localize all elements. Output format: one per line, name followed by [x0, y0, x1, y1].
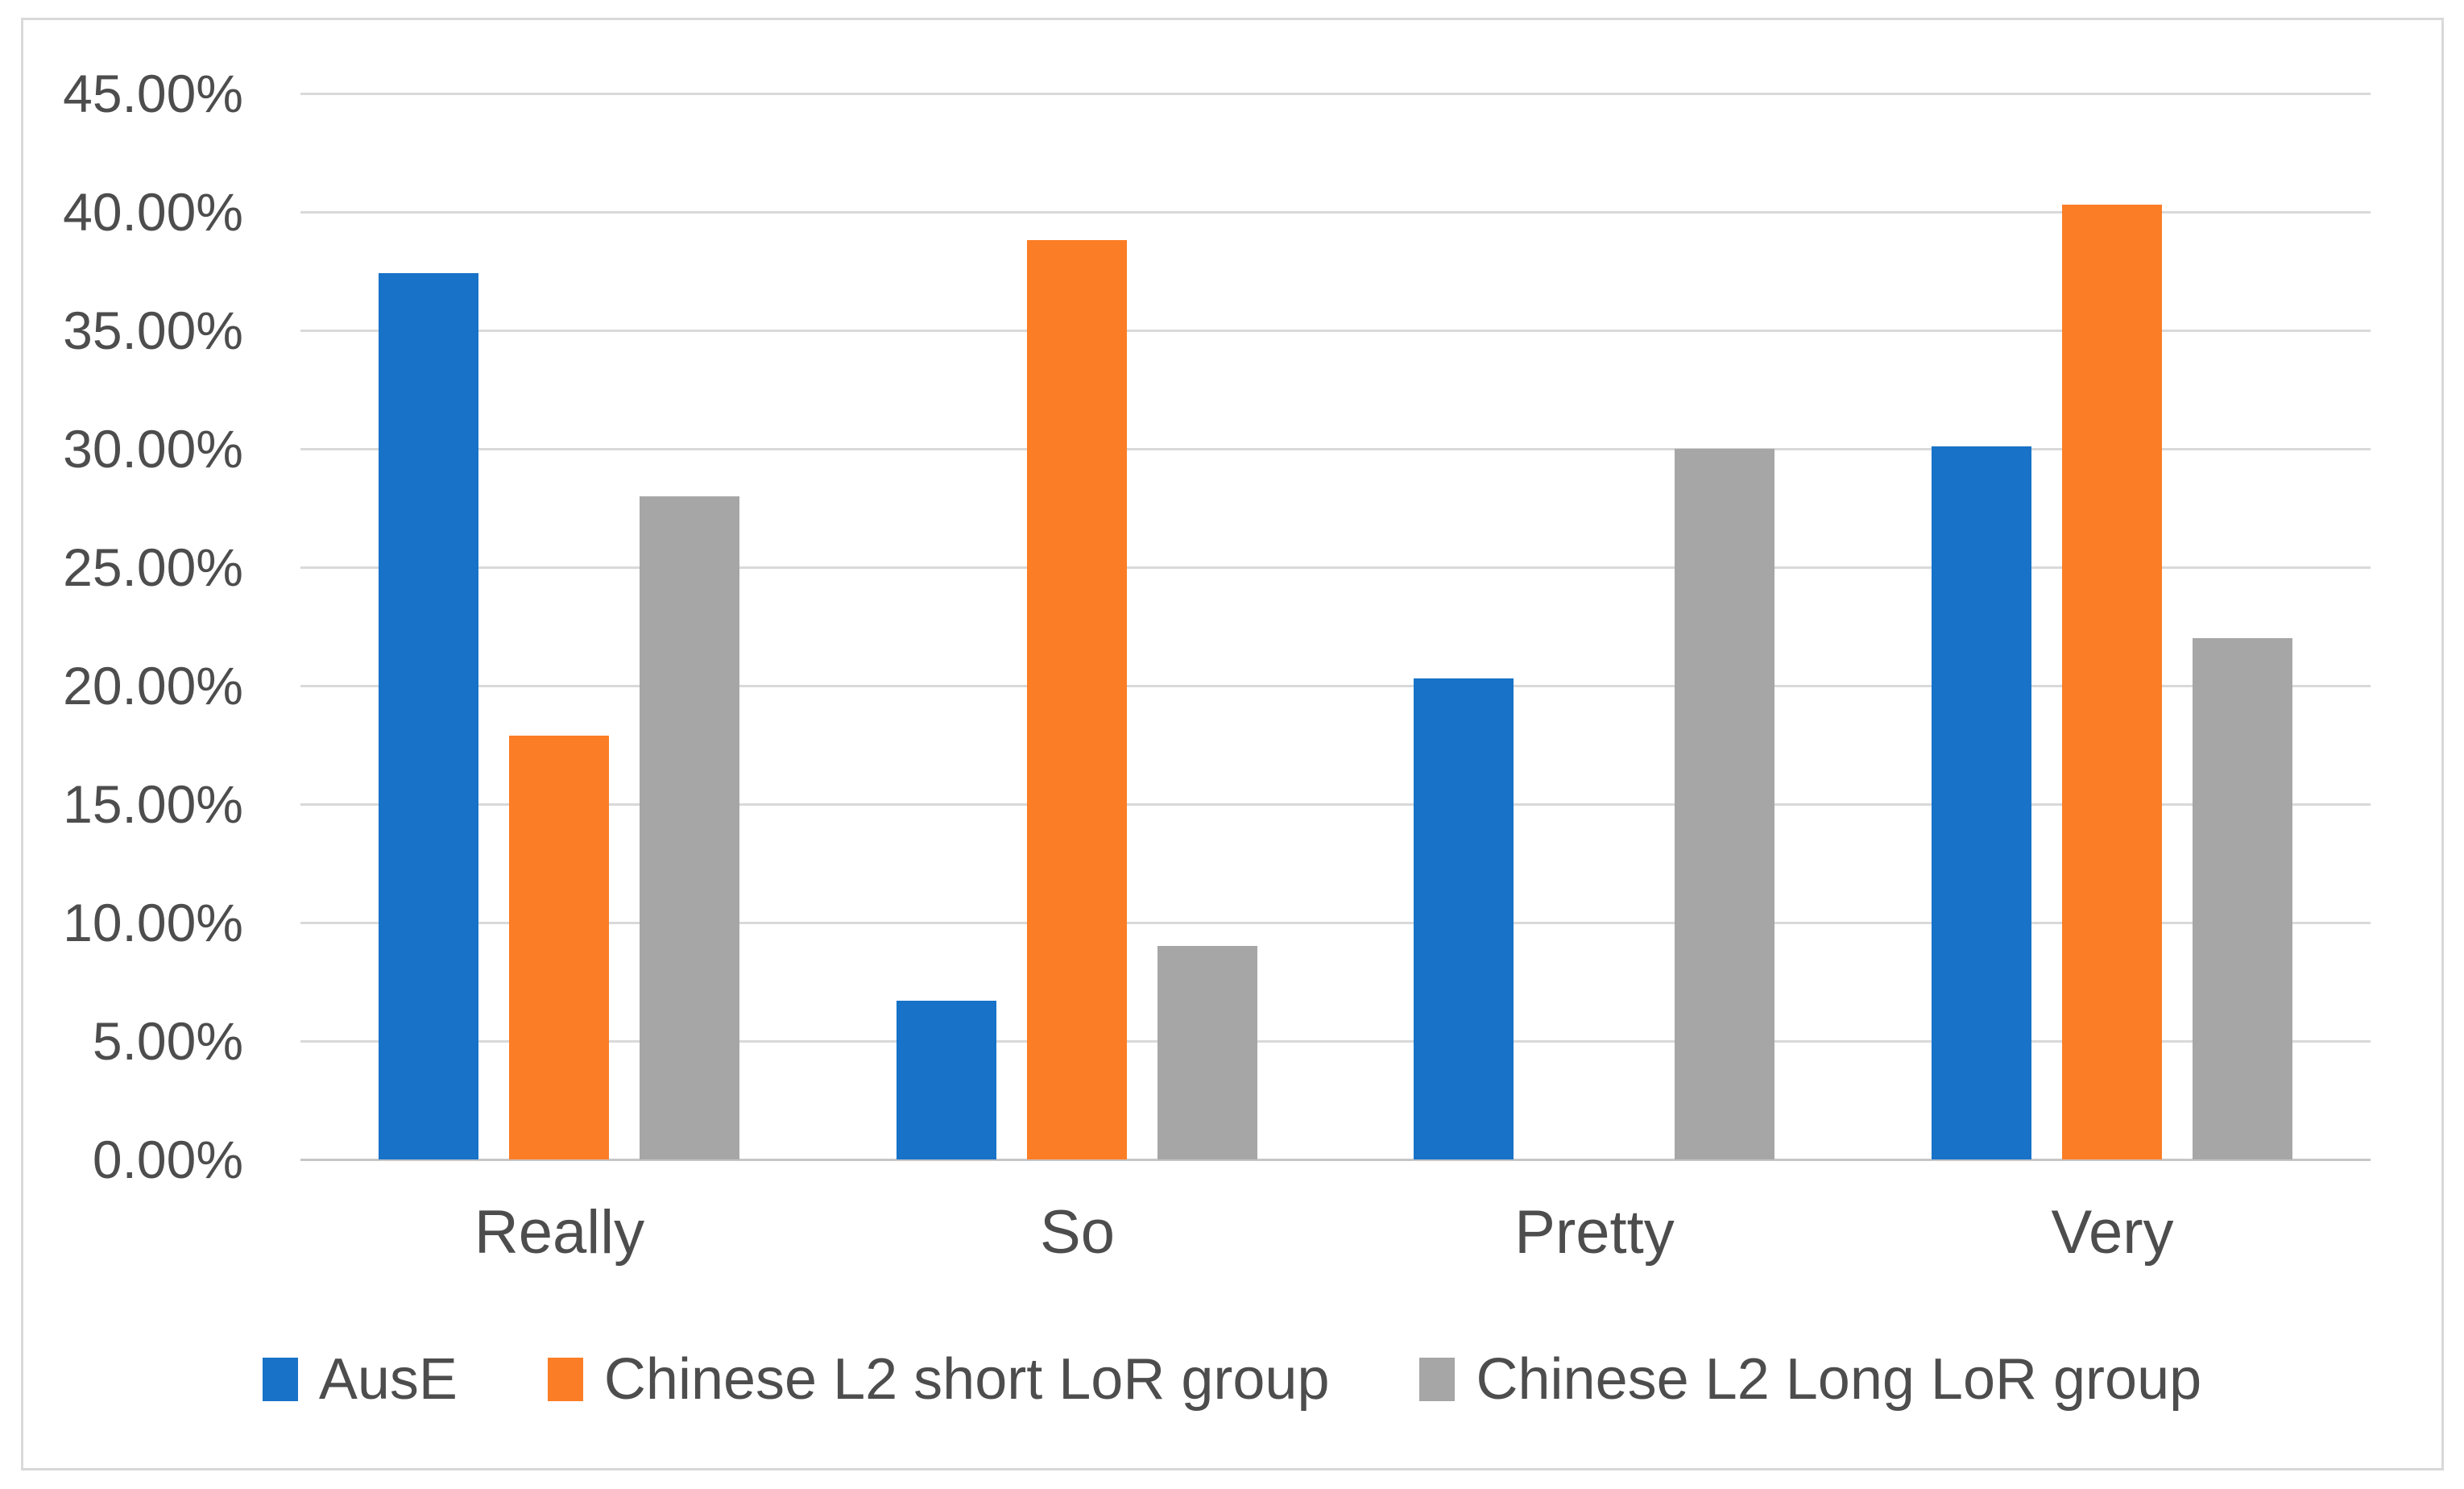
y-tick-label-35: 35.00%	[63, 301, 243, 360]
bar-ause-so	[897, 1001, 996, 1159]
y-tick-label-25: 25.00%	[63, 537, 243, 597]
bar-chinese-l2-long-lor-group-really	[640, 496, 739, 1159]
bar-chinese-l2-short-lor-group-really	[509, 736, 609, 1159]
bar-chinese-l2-long-lor-group-so	[1157, 946, 1257, 1159]
gridline-30	[300, 448, 2371, 450]
bar-chinese-l2-long-lor-group-pretty	[1675, 449, 1774, 1159]
y-tick-label-15: 15.00%	[63, 774, 243, 834]
x-category-label-pretty: Pretty	[1514, 1198, 1675, 1267]
y-tick-label-30: 30.00%	[63, 419, 243, 479]
legend-marker-chinese-l2-short-lor-group	[547, 1358, 583, 1401]
y-tick-label-5: 5.00%	[92, 1011, 243, 1071]
y-tick-label-40: 40.00%	[63, 182, 243, 242]
y-tick-label-10: 10.00%	[63, 893, 243, 952]
legend-marker-chinese-l2-long-lor-group	[1419, 1358, 1456, 1401]
gridline-20	[300, 685, 2371, 687]
legend-marker-ause	[262, 1358, 298, 1401]
bar-ause-very	[1932, 446, 2031, 1159]
legend-label-chinese-l2-long-lor-group: Chinese L2 Long LoR group	[1476, 1347, 2202, 1412]
y-tick-label-45: 45.00%	[63, 64, 243, 123]
bar-ause-really	[379, 273, 478, 1159]
gridline-5	[300, 1040, 2371, 1043]
bar-chinese-l2-short-lor-group-very	[2062, 205, 2162, 1159]
legend-item-chinese-l2-long-lor-group: Chinese L2 Long LoR group	[1419, 1347, 2201, 1412]
gridline-15	[300, 803, 2371, 806]
bar-ause-pretty	[1414, 678, 1514, 1159]
y-tick-label-20: 20.00%	[63, 656, 243, 715]
legend: AusE Chinese L2 short LoR group Chinese L2…	[0, 1347, 2464, 1412]
gridline-40	[300, 211, 2371, 214]
legend-item-chinese-l2-short-lor-group: Chinese L2 short LoR group	[547, 1347, 1330, 1412]
x-category-label-really: Really	[474, 1198, 645, 1267]
x-category-label-so: So	[1040, 1198, 1115, 1267]
legend-label-ause: AusE	[318, 1347, 458, 1412]
bar-chinese-l2-long-lor-group-very	[2193, 638, 2292, 1159]
gridline-10	[300, 922, 2371, 924]
y-tick-label-0: 0.00%	[92, 1130, 243, 1189]
gridline-35	[300, 330, 2371, 332]
gridline-25	[300, 566, 2371, 569]
bar-chinese-l2-short-lor-group-so	[1027, 240, 1127, 1159]
legend-label-chinese-l2-short-lor-group: Chinese L2 short LoR group	[603, 1347, 1330, 1412]
gridline-45	[300, 93, 2371, 95]
x-axis-line	[300, 1159, 2371, 1161]
legend-item-ause: AusE	[262, 1347, 458, 1412]
x-category-label-very: Very	[2051, 1198, 2174, 1267]
